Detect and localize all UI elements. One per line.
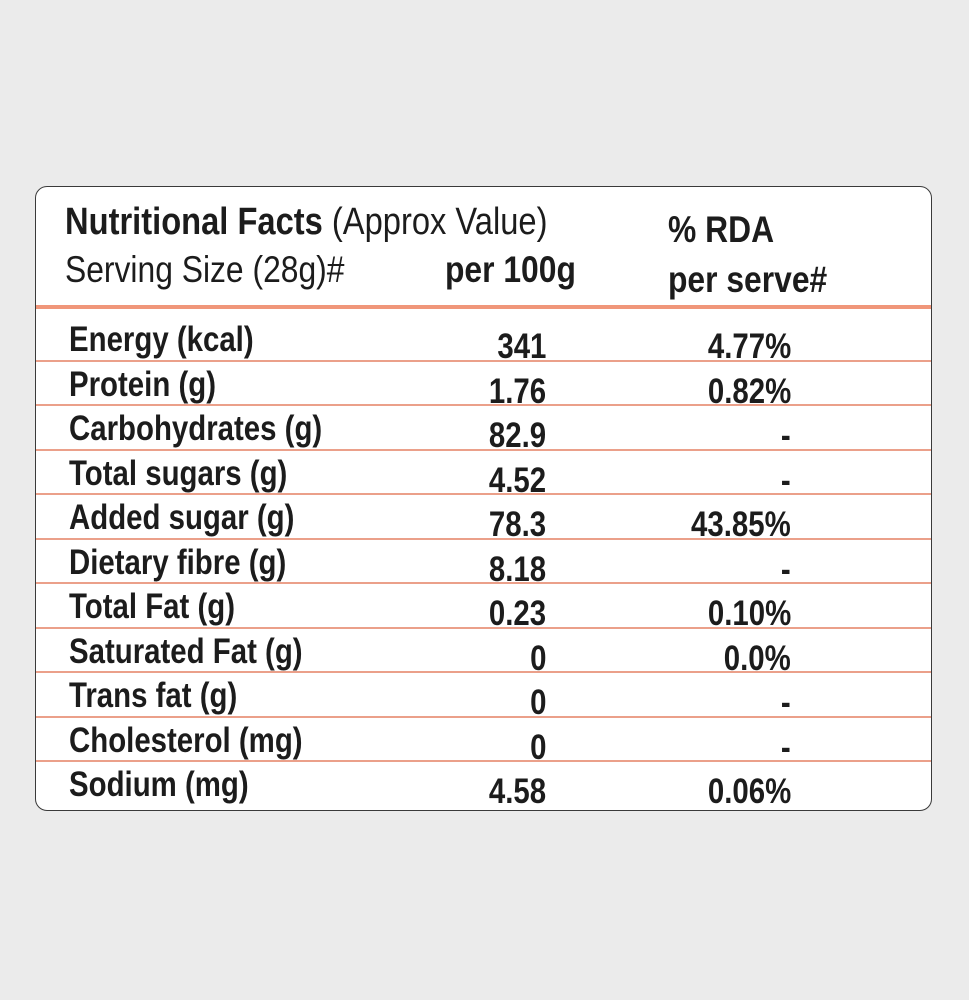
- rda-value: -: [781, 416, 791, 455]
- nutrient-name: Carbohydrates (g): [69, 409, 323, 448]
- label-title-qualifier: (Approx Value): [331, 201, 548, 243]
- table-row: Total sugars (g) 4.52 -: [36, 451, 931, 500]
- per-100g-heading: per 100g: [445, 249, 576, 290]
- rda-heading: % RDA: [668, 209, 775, 250]
- nutrient-name: Added sugar (g): [69, 498, 295, 537]
- per-100g-value: 82.9: [488, 416, 546, 455]
- nutrient-name: Cholesterol (mg): [69, 720, 303, 760]
- per-100g-value: 78.3: [488, 505, 546, 544]
- label-title-bold: Nutritional Facts: [65, 201, 323, 243]
- rda-value: -: [781, 460, 791, 500]
- table-row: Trans fat (g) 0 -: [36, 673, 931, 722]
- nutrient-name: Trans fat (g): [69, 676, 238, 715]
- rda-value: 4.77%: [707, 327, 791, 366]
- table-row: Carbohydrates (g) 82.9 -: [36, 406, 931, 455]
- label-title: Nutritional Facts (Approx Value): [65, 201, 547, 244]
- table-row: Sodium (mg) 4.58 0.06%: [36, 762, 931, 810]
- nutrition-label: Nutritional Facts (Approx Value) Serving…: [35, 186, 932, 811]
- table-row: Energy (kcal) 341 4.77%: [36, 317, 931, 366]
- table-row: Dietary fibre (g) 8.18 -: [36, 540, 931, 589]
- nutrient-name: Sodium (mg): [69, 765, 249, 804]
- nutrient-name: Protein (g): [69, 364, 216, 404]
- rda-value: -: [781, 727, 791, 767]
- table-row: Cholesterol (mg) 0 -: [36, 718, 931, 767]
- per-100g-value: 0: [529, 727, 546, 767]
- serving-size: Serving Size (28g)#: [65, 249, 345, 290]
- per-100g-value: 8.18: [488, 549, 546, 589]
- per-100g-value: 1.76: [488, 371, 546, 411]
- table-row: Protein (g) 1.76 0.82%: [36, 362, 931, 411]
- rda-value: 0.0%: [723, 638, 791, 678]
- rda-value: 0.06%: [707, 772, 791, 811]
- header-divider: [36, 305, 931, 309]
- nutrient-name: Saturated Fat (g): [69, 631, 303, 671]
- per-serve-heading: per serve#: [668, 259, 828, 300]
- table-row: Saturated Fat (g) 0 0.0%: [36, 629, 931, 678]
- rda-value: 43.85%: [691, 505, 791, 544]
- table-row: Added sugar (g) 78.3 43.85%: [36, 495, 931, 544]
- rda-value: 0.82%: [707, 371, 791, 411]
- nutrient-name: Total Fat (g): [69, 587, 236, 626]
- per-100g-value: 0: [529, 638, 546, 678]
- nutrient-table: Energy (kcal) 341 4.77% Protein (g) 1.76…: [36, 317, 931, 810]
- nutrient-name: Dietary fibre (g): [69, 542, 287, 582]
- per-100g-value: 341: [496, 327, 546, 366]
- nutrient-name: Energy (kcal): [69, 320, 254, 359]
- rda-value: -: [781, 683, 791, 722]
- per-100g-value: 4.58: [488, 772, 546, 811]
- table-row: Total Fat (g) 0.23 0.10%: [36, 584, 931, 633]
- rda-value: -: [781, 549, 791, 589]
- per-100g-value: 0: [529, 683, 546, 722]
- per-100g-value: 0.23: [488, 594, 546, 633]
- per-100g-value: 4.52: [488, 460, 546, 500]
- nutrient-name: Total sugars (g): [69, 453, 288, 493]
- rda-value: 0.10%: [707, 594, 791, 633]
